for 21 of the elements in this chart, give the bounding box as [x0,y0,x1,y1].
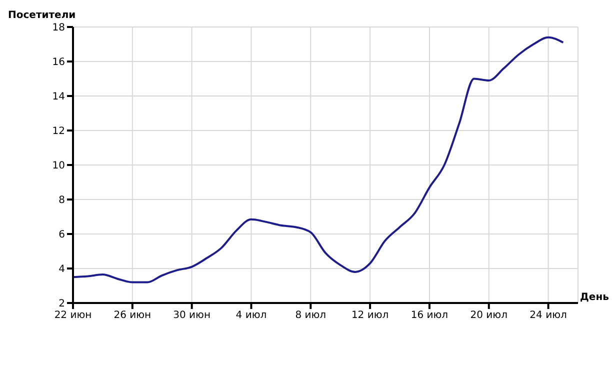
x-tick-label: 4 июл [236,310,267,322]
line-series [73,36,564,284]
x-tick-label: 8 июл [295,310,326,322]
x-tick-label: 22 июн [54,310,92,322]
x-axis-title: День [580,292,609,303]
x-tick-label: 24 июл [530,310,567,322]
y-axis-title: Посетители [8,10,76,21]
y-tick-label: 8 [58,195,65,206]
y-tick-label: 18 [52,22,65,34]
x-tick-label: 16 июл [410,310,448,322]
y-tick-label: 10 [52,160,65,172]
y-tick-label: 12 [52,126,65,138]
y-tick-label: 2 [58,298,65,310]
x-tick-label: 30 июн [173,310,211,322]
x-tick-label: 20 июл [470,310,508,322]
y-tick-label: 14 [52,92,65,103]
x-tick-label: 12 июл [351,310,389,322]
y-tick-label: 16 [52,57,65,68]
x-tick-label: 26 июн [114,310,152,322]
y-tick-label: 6 [58,230,65,241]
y-tick-label: 4 [58,264,65,276]
